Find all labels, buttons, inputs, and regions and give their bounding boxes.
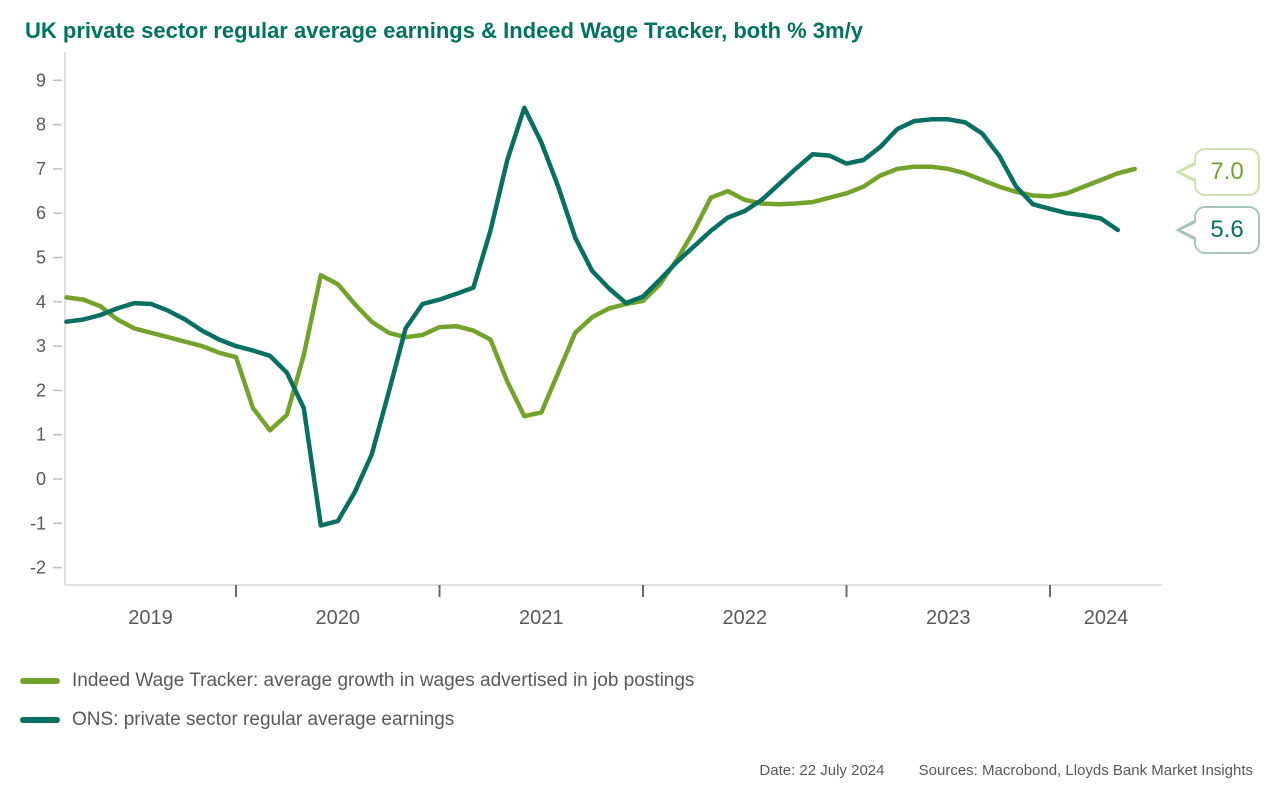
sources-label: Sources: Macrobond, Lloyds Bank Market I… — [918, 762, 1253, 779]
indeed-line — [64, 164, 1138, 433]
y-tick-label: -1 — [30, 513, 46, 533]
legend-label-ons: ONS: private sector regular average earn… — [72, 709, 455, 730]
y-tick-label: 6 — [36, 203, 46, 223]
x-year-label: 2020 — [316, 607, 361, 629]
x-year-label: 2023 — [926, 607, 971, 629]
y-tick-label: 9 — [36, 70, 46, 90]
chart-title: UK private sector regular average earnin… — [25, 18, 863, 43]
y-tick-label: 5 — [36, 248, 46, 268]
y-tick-label: 3 — [36, 336, 46, 356]
legend-item-indeed: Indeed Wage Tracker: average growth in w… — [20, 670, 694, 692]
callout-indeed-label: 7.0 — [1210, 158, 1244, 185]
chart-footer: Date: 22 July 2024 Sources: Macrobond, L… — [759, 762, 1253, 779]
legend-item-ons: ONS: private sector regular average earn… — [20, 709, 454, 731]
y-tick-label: 7 — [36, 159, 46, 179]
date-label: Date: 22 July 2024 — [759, 762, 885, 779]
line-chart: 9 8 7 6 5 4 3 2 1 0 -1 -2 2019 2020 2021 2022 2023 2024 — [30, 52, 1162, 629]
y-tick-label: 2 — [36, 380, 46, 400]
x-year-label: 2022 — [723, 607, 768, 629]
ons-line-swatch-icon — [20, 717, 60, 723]
x-year-label: 2024 — [1084, 607, 1129, 629]
ons-line — [64, 105, 1121, 528]
callout-ons-label: 5.6 — [1210, 216, 1244, 243]
y-tick-label: 1 — [36, 425, 46, 445]
y-tick-label: 8 — [36, 115, 46, 135]
legend-label-indeed: Indeed Wage Tracker: average growth in w… — [72, 670, 695, 691]
callout-indeed-latest-value: 7.0 — [1194, 148, 1260, 196]
callout-ons-latest-value: 5.6 — [1194, 206, 1260, 254]
x-year-label: 2021 — [519, 607, 564, 629]
x-year-label: 2019 — [128, 607, 173, 629]
indeed-line-swatch-icon — [20, 678, 60, 684]
y-tick-label: 4 — [36, 292, 46, 312]
y-tick-label: -2 — [30, 558, 46, 578]
y-tick-label: 0 — [36, 469, 46, 489]
